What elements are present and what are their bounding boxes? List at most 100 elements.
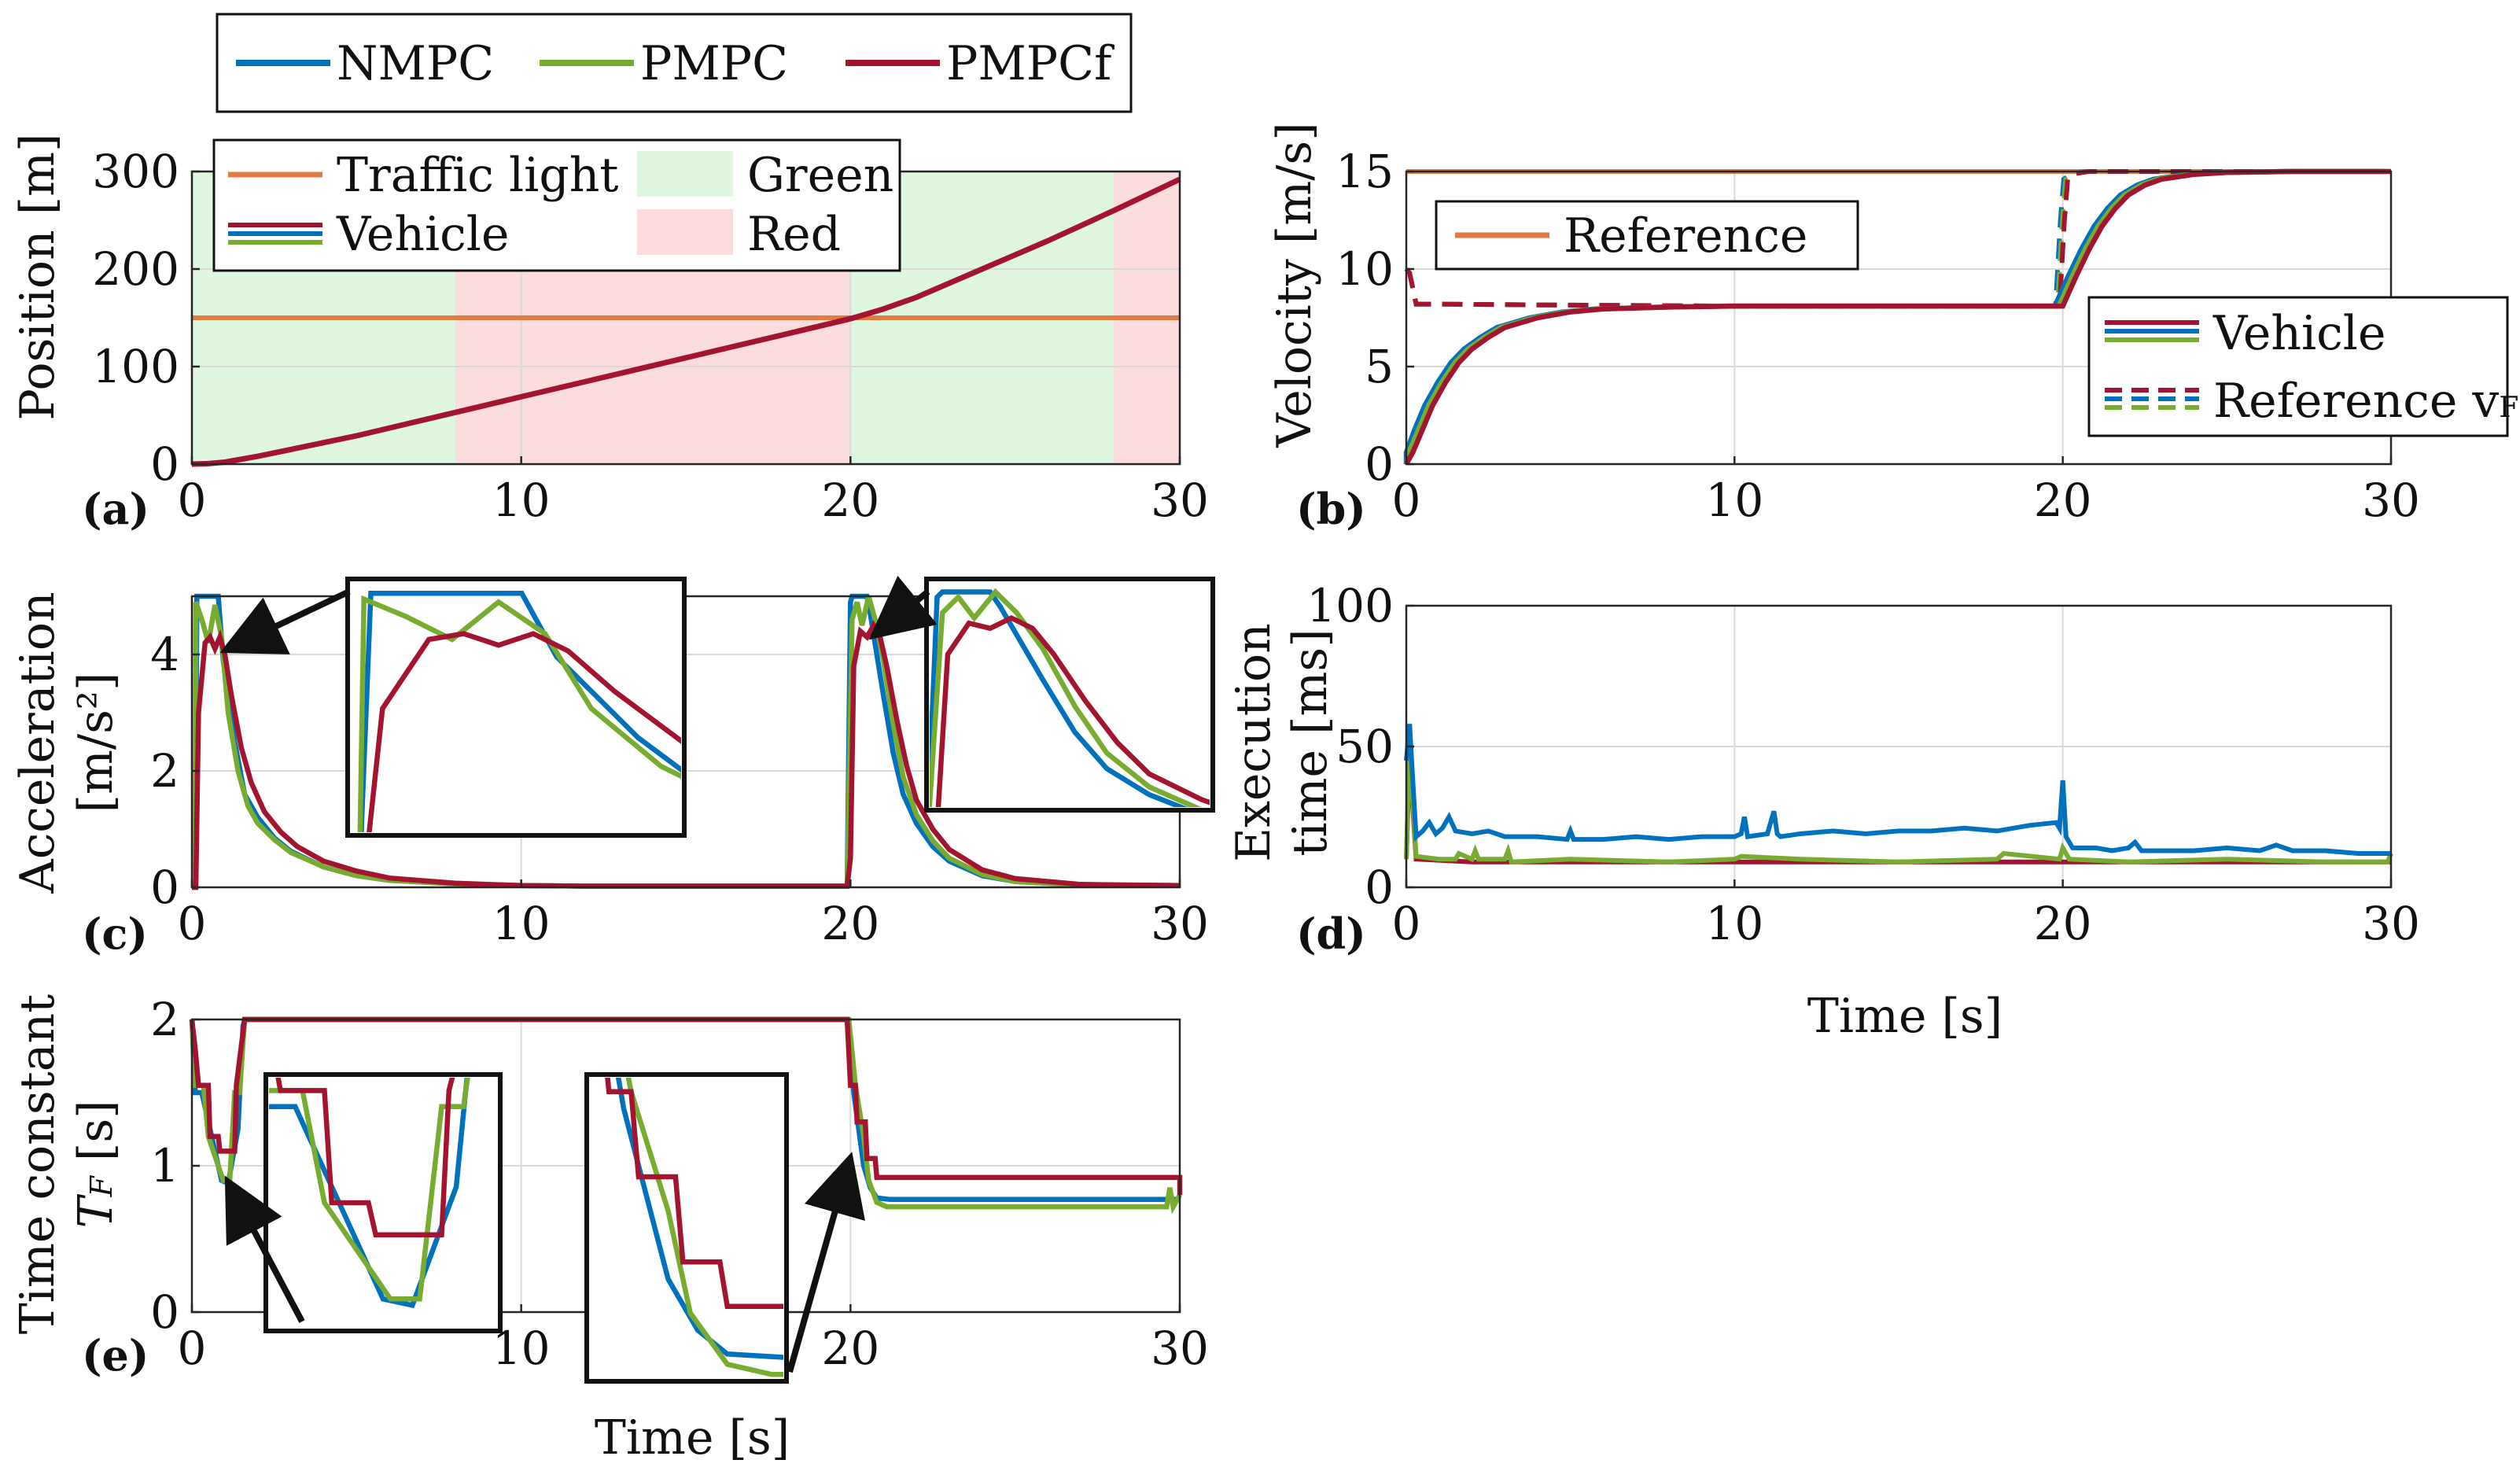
x-tick-label: 30 — [2362, 897, 2420, 950]
panel-d: 0 10 20 30 0 50 100 Execution time [ms] (d) Ti… — [1226, 579, 2420, 1044]
zoom-inset-left — [219, 577, 687, 838]
y-tick-label: 100 — [92, 340, 179, 393]
y-tick-label: 2 — [150, 744, 179, 798]
x-tick-label: 0 — [1392, 474, 1421, 527]
execution-time-line-pmpc — [1404, 746, 2393, 864]
ylabel-time-constant-unit: TF [s] — [68, 1100, 123, 1228]
zoom-inset-left — [224, 1072, 503, 1333]
legend-vehicle-label: Vehicle — [2212, 306, 2386, 361]
ylabel-execution: Execution — [1226, 623, 1281, 861]
x-tick-label: 10 — [1705, 474, 1763, 527]
y-tick-label: 100 — [1306, 579, 1394, 632]
x-tick-label: 20 — [2034, 474, 2092, 527]
inset-frame — [345, 577, 687, 838]
zoom-arrow — [219, 588, 351, 654]
y-tick-label: 50 — [1336, 720, 1394, 773]
x-tick-label: 20 — [2034, 897, 2092, 950]
inset-series — [269, 1078, 470, 1309]
execution-time-line-pmpcf — [1404, 758, 2391, 864]
inset-line-nmpc — [269, 1078, 470, 1309]
plot-frame — [1405, 604, 2393, 889]
legend-green-swatch — [637, 151, 733, 197]
inset-line-nmpc — [359, 591, 681, 832]
ylabel-execution-unit: time [ms] — [1283, 629, 1338, 856]
legend-reference-vf-label: Reference vF — [2213, 374, 2518, 429]
y-tick-label: 0 — [150, 437, 179, 491]
panel-label-b: (b) — [1296, 484, 1366, 534]
legend-red-swatch — [637, 209, 733, 255]
zoom-inset-right — [868, 575, 1215, 813]
legend-label-pmpcf: PMPCf — [946, 36, 1114, 91]
y-tick-label: 0 — [1365, 437, 1394, 491]
vehicle-position-line — [191, 176, 1181, 467]
ylabel-acceleration: Acceleration — [10, 592, 65, 894]
legend-red-label: Red — [747, 207, 841, 262]
execution-time-series — [1404, 724, 2393, 864]
inset-series — [357, 591, 681, 832]
x-tick-label: 20 — [821, 474, 879, 527]
inset-series — [930, 588, 1210, 807]
inset-line-pmpc — [357, 595, 681, 832]
x-tick-label: 0 — [178, 474, 207, 527]
y-tick-label: 200 — [92, 242, 179, 296]
y-tick-label: 300 — [92, 145, 179, 198]
inset-line-pmpcf — [605, 1078, 783, 1309]
x-tick-label: 10 — [492, 474, 551, 527]
x-tick-label: 30 — [1151, 474, 1209, 527]
main-legend-box — [216, 13, 1133, 113]
x-tick-label: 30 — [1151, 1322, 1209, 1375]
y-tick-label: 0 — [1365, 861, 1394, 914]
ylabel-velocity: Velocity [m/s] — [1267, 122, 1322, 448]
y-tick-label: 0 — [150, 861, 179, 914]
legend-b-reference: Reference — [1435, 200, 1859, 271]
x-tick-label: 10 — [492, 897, 551, 950]
x-tick-label: 0 — [1392, 897, 1421, 950]
x-tick-label: 0 — [178, 1322, 207, 1375]
y-tick-label: 15 — [1336, 145, 1394, 198]
inset-line-pmpcf — [275, 1078, 455, 1238]
ylabel-time-constant: Time constant — [10, 994, 65, 1334]
zoom-arrow — [787, 1152, 865, 1373]
grid-lines — [1406, 606, 2391, 887]
panel-label-a: (a) — [82, 484, 149, 534]
y-tick-label: 0 — [150, 1285, 179, 1339]
ylabel-acceleration-unit: [m/s²] — [68, 673, 123, 813]
y-tick-label: 5 — [1365, 340, 1394, 393]
y-tick-label: 2 — [150, 993, 179, 1046]
panel-b: 0 10 20 30 0 5 10 15 Velocity [m/s] (b) Referen… — [1267, 122, 2518, 534]
zoom-inset-right — [584, 1072, 865, 1384]
panel-label-c: (c) — [82, 909, 148, 959]
panel-c: 0 10 20 30 0 2 4 Acceleration [m/s²] (c) — [10, 575, 1215, 959]
legend-label-nmpc: NMPC — [337, 36, 494, 91]
inset-series — [605, 1078, 783, 1377]
xlabel-time-right: Time [s] — [1807, 989, 2002, 1044]
legend-reference-label: Reference — [1564, 208, 1807, 264]
inset-line-pmpcf — [935, 614, 1210, 807]
inset-line-pmpc — [269, 1078, 470, 1302]
zoom-arrow — [224, 1175, 305, 1323]
xlabel-time-left: Time [s] — [595, 1410, 790, 1465]
x-tick-label: 30 — [1151, 897, 1209, 950]
x-tick-label: 0 — [178, 897, 207, 950]
execution-time-line-nmpc — [1404, 724, 2391, 856]
inset-line-nmpc — [615, 1078, 783, 1360]
y-tick-label: 1 — [150, 1139, 179, 1193]
x-tick-label: 20 — [821, 897, 879, 950]
legend-traffic-light-label: Traffic light — [337, 148, 619, 203]
ylabel-position: Position [m] — [10, 134, 65, 421]
inset-frame — [584, 1072, 789, 1384]
legend-vehicle-label: Vehicle — [336, 207, 509, 262]
reference-vf-line-pmpc — [1404, 169, 2389, 309]
y-tick-label: 4 — [150, 628, 179, 681]
vehicle-velocity-line-pmpcf — [1404, 168, 2391, 466]
legend-b-vehicle: Vehicle Reference vF — [2087, 296, 2518, 437]
x-tick-label: 30 — [2362, 474, 2420, 527]
legend-green-label: Green — [747, 148, 893, 203]
inset-line-pmpc — [930, 588, 1202, 807]
legend-label-pmpc: PMPC — [640, 36, 788, 91]
zoom-arrow — [868, 575, 938, 640]
